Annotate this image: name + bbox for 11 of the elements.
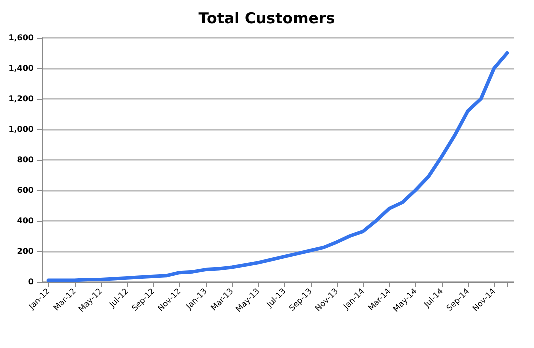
y-tick-label: 800 (17, 156, 34, 164)
y-tick-label: 400 (17, 216, 34, 226)
y-tick-label: 1,400 (8, 64, 34, 73)
line-series (46, 52, 510, 282)
y-tick-label: 1,200 (8, 94, 34, 104)
y-tick-label: 600 (17, 186, 34, 195)
y-tick-label: 0 (28, 278, 34, 286)
y-tick-label: 200 (17, 247, 34, 256)
chart-title: Total Customers (198, 10, 336, 28)
y-tick-label: 1,600 (8, 34, 34, 42)
y-tick-label: 1,000 (8, 125, 34, 134)
